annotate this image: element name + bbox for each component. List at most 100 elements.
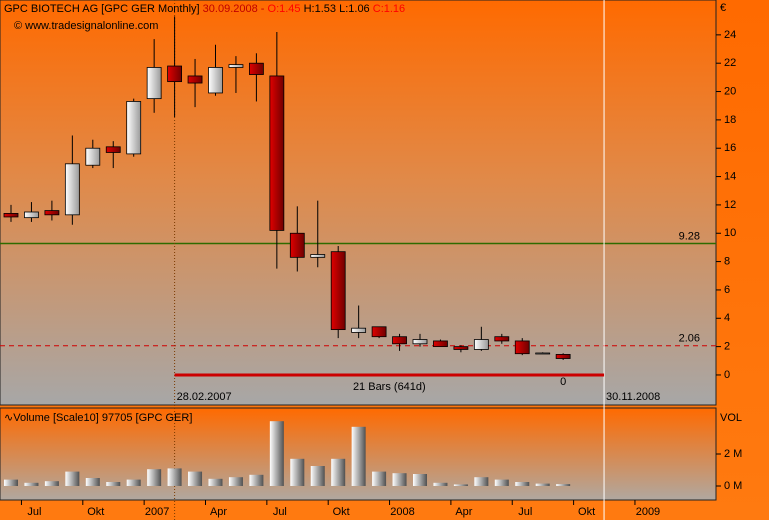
volume-bar [126, 479, 141, 486]
marker-label: 28.02.2007 [177, 391, 232, 403]
candle-body [371, 326, 387, 338]
volume-title: ∿Volume [Scale10] 97705 [GPC GER] [4, 412, 192, 424]
candle-body [24, 211, 39, 219]
volume-bar [433, 482, 448, 486]
y-tick-label: 18 [724, 114, 736, 126]
candle-body [126, 101, 142, 155]
candle-body [473, 339, 489, 350]
candle-body [105, 146, 121, 153]
y-tick-label: 24 [724, 29, 736, 41]
candle-body [228, 64, 244, 68]
hline-label: 2.06 [679, 333, 700, 345]
chart-title: GPC BIOTECH AG [GPC GER Monthly] [4, 3, 200, 15]
volume-bar [351, 426, 366, 486]
candle-body [555, 354, 571, 359]
volume-bar [188, 471, 203, 486]
candle-body [535, 352, 551, 355]
volume-bar [290, 458, 305, 486]
x-tick-label: Apr [210, 506, 227, 518]
candle-body [248, 62, 264, 75]
volume-bar [269, 421, 284, 486]
marker-label: 30.11.2008 [606, 391, 660, 403]
y-tick-label: 6 [724, 284, 730, 296]
y-tick-label: 8 [724, 255, 730, 267]
source: © www.tradesignalonline.com [14, 20, 158, 32]
volume-bar [556, 484, 571, 486]
volume-label: VOL [720, 412, 742, 424]
y-tick-label: 0 M [724, 480, 742, 492]
candle-body [64, 163, 80, 216]
x-tick-label: Apr [455, 506, 472, 518]
y-tick-label: 4 [724, 312, 730, 324]
candle-body [330, 251, 346, 331]
volume-bar [208, 478, 223, 486]
volume-bar [249, 474, 264, 486]
volume-bar [372, 471, 387, 486]
volume-bar [24, 482, 39, 486]
volume-bar [167, 468, 182, 486]
volume-bar [535, 483, 550, 486]
volume-bar [4, 479, 18, 486]
volume-bar [44, 481, 59, 486]
volume-bar [474, 477, 489, 486]
header-item: O:1.45 [268, 3, 301, 15]
x-tick-label: Okt [333, 506, 350, 518]
hline-label: 9.28 [679, 230, 700, 242]
volume-bar [65, 471, 80, 486]
candle-body [289, 232, 305, 258]
candle-body [44, 210, 60, 216]
volume-bar [310, 466, 325, 486]
x-tick-label: Jul [518, 506, 532, 518]
header-item: L:1.06 [339, 3, 370, 15]
candle-body [351, 327, 367, 333]
volume-bar [106, 482, 121, 486]
y-tick-label: 20 [724, 85, 736, 97]
y-tick-label: 10 [724, 227, 736, 239]
candle-body [433, 340, 448, 348]
volume-bar [413, 474, 427, 486]
x-tick-label: 2007 [145, 506, 169, 518]
x-tick-label: 2008 [390, 506, 414, 518]
y-tick-label: 22 [724, 57, 736, 69]
range-label: 21 Bars (641d) [353, 381, 426, 393]
candle-body [310, 254, 326, 258]
candle-body [3, 213, 19, 218]
volume-bar [228, 477, 243, 486]
currency: € [720, 2, 726, 14]
header-item: C:1.16 [373, 3, 405, 15]
y-tick-label: 14 [724, 170, 736, 182]
candle-body [187, 75, 203, 84]
volume-bar [515, 482, 530, 486]
x-tick-label: 2009 [636, 506, 660, 518]
x-tick-label: Okt [87, 506, 104, 518]
y-tick-label: 12 [724, 199, 736, 211]
volume-bar [331, 458, 346, 486]
header-item: H:1.53 [304, 3, 336, 15]
y-tick-label: 0 [724, 369, 730, 381]
candle-body [453, 346, 469, 350]
candle-body [494, 336, 510, 342]
candle-body [412, 339, 428, 345]
volume-bar [392, 473, 407, 486]
volume-bar [494, 479, 509, 486]
candle-body [146, 67, 162, 100]
x-tick-label: Jul [273, 506, 287, 518]
header-item: 30.09.2008 - [203, 3, 265, 15]
price-panel [0, 0, 717, 406]
candle-body [167, 65, 183, 83]
y-tick-label: 16 [724, 142, 736, 154]
chart-header: GPC BIOTECH AG [GPC GER Monthly] 30.09.2… [4, 3, 405, 15]
candle-body [514, 340, 530, 355]
y-tick-label: 2 [724, 341, 730, 353]
y-tick-label: 2 M [724, 448, 742, 460]
x-tick-label: Jul [27, 506, 41, 518]
volume-bar [453, 484, 468, 486]
range-value: 0 [560, 376, 566, 388]
x-tick-label: Okt [578, 506, 595, 518]
candle-body [208, 67, 223, 94]
candle-body [392, 336, 407, 345]
candle-body [85, 147, 101, 166]
header-values: 30.09.2008 - O:1.45 H:1.53 L:1.06 C:1.16 [203, 3, 406, 15]
